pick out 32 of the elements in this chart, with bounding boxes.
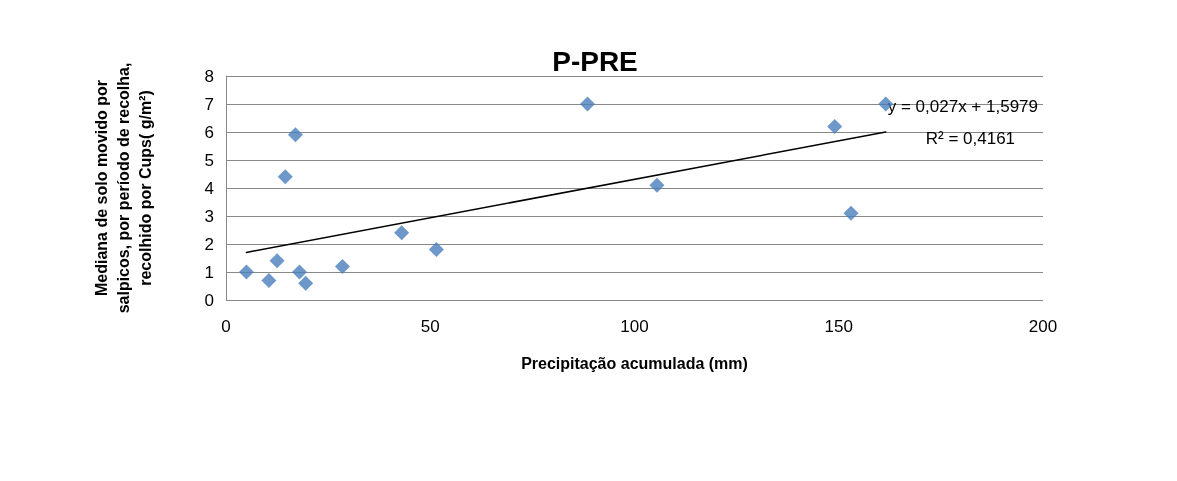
point — [238, 264, 254, 280]
point — [287, 127, 303, 143]
point — [428, 242, 444, 258]
point — [580, 96, 596, 112]
point — [269, 253, 285, 269]
x-axis-title: Precipitação acumulada (mm) — [521, 354, 748, 372]
point — [292, 264, 308, 280]
point — [649, 177, 665, 193]
point — [394, 225, 410, 241]
x-tick-label: 100 — [620, 317, 649, 336]
y-tick-label: 5 — [204, 150, 214, 170]
chart-title: P-PRE — [552, 45, 638, 77]
y-tick-label: 3 — [204, 206, 214, 226]
y-tick-label: 8 — [204, 66, 214, 86]
x-tick-label: 150 — [824, 317, 853, 336]
x-tick-label: 50 — [420, 317, 440, 336]
point — [827, 118, 843, 134]
y-tick-label: 6 — [204, 122, 214, 142]
y-tick-label: 0 — [204, 290, 214, 310]
x-tick-label: 200 — [1028, 317, 1058, 336]
point — [261, 272, 277, 288]
y-tick-label: 7 — [204, 94, 214, 114]
x-tick-label: 0 — [221, 317, 231, 336]
y-tick-label: 4 — [204, 178, 214, 198]
point — [298, 275, 314, 291]
y-tick-label: 1 — [204, 262, 214, 282]
y-tick-label: 2 — [204, 234, 214, 254]
point — [277, 169, 293, 185]
point — [843, 205, 859, 221]
y-axis-title: Mediana de solo movido por salpicos, por período de recolha, recolhido por Cups( g/m²) — [92, 62, 154, 314]
annotation: R² = 0,4161 — [925, 129, 1016, 148]
point — [334, 258, 350, 274]
